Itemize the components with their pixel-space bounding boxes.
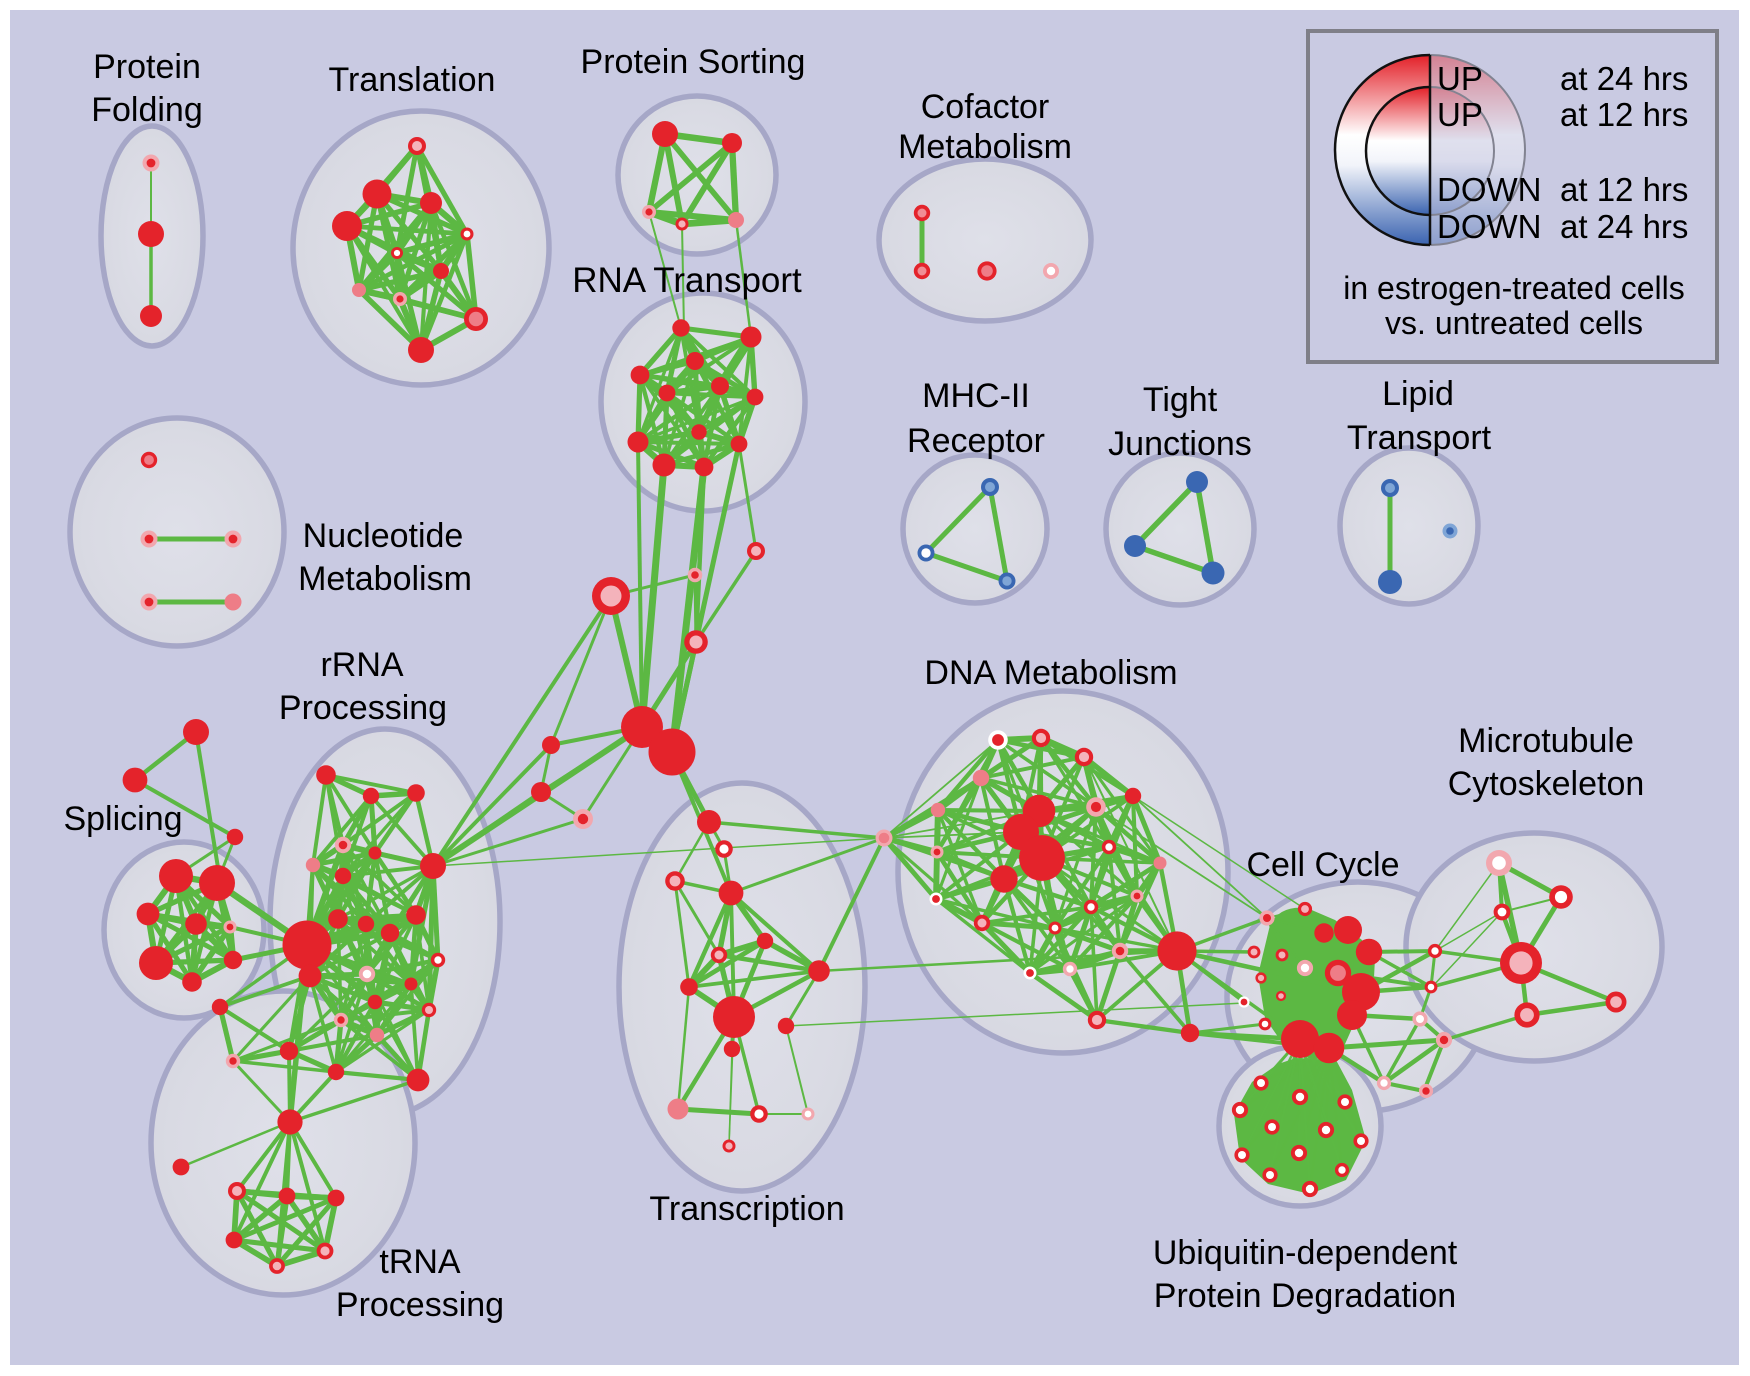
svg-text:Junctions: Junctions — [1108, 425, 1252, 463]
svg-text:at 24 hrs: at 24 hrs — [1560, 208, 1688, 245]
svg-text:DNA Metabolism: DNA Metabolism — [924, 654, 1177, 692]
svg-text:DOWN: DOWN — [1437, 208, 1541, 245]
svg-text:Ubiquitin-dependent: Ubiquitin-dependent — [1153, 1234, 1458, 1272]
svg-text:Cytoskeleton: Cytoskeleton — [1448, 765, 1645, 803]
svg-text:Metabolism: Metabolism — [298, 560, 472, 598]
svg-text:Processing: Processing — [279, 689, 447, 727]
svg-text:vs. untreated cells: vs. untreated cells — [1385, 305, 1643, 341]
svg-text:Protein Degradation: Protein Degradation — [1154, 1277, 1456, 1315]
svg-text:in estrogen-treated cells: in estrogen-treated cells — [1343, 270, 1685, 306]
svg-text:DOWN: DOWN — [1437, 171, 1541, 208]
svg-text:RNA Transport: RNA Transport — [572, 261, 802, 300]
svg-text:Folding: Folding — [91, 91, 203, 129]
svg-text:at 24 hrs: at 24 hrs — [1560, 60, 1688, 97]
svg-text:Protein: Protein — [93, 48, 201, 86]
svg-text:at 12 hrs: at 12 hrs — [1560, 171, 1688, 208]
svg-text:Lipid: Lipid — [1382, 375, 1454, 413]
svg-text:rRNA: rRNA — [320, 646, 403, 684]
svg-text:Receptor: Receptor — [907, 422, 1045, 460]
svg-text:Cofactor: Cofactor — [921, 88, 1050, 126]
svg-text:at 12 hrs: at 12 hrs — [1560, 96, 1688, 133]
svg-text:UP: UP — [1437, 96, 1483, 133]
svg-text:Cell Cycle: Cell Cycle — [1246, 846, 1399, 884]
svg-text:Splicing: Splicing — [63, 800, 182, 838]
svg-text:Microtubule: Microtubule — [1458, 722, 1634, 760]
svg-text:tRNA: tRNA — [379, 1243, 461, 1281]
svg-text:MHC-II: MHC-II — [922, 377, 1030, 415]
svg-text:Transcription: Transcription — [649, 1190, 844, 1228]
svg-text:Nucleotide: Nucleotide — [303, 517, 464, 555]
svg-text:Protein Sorting: Protein Sorting — [581, 43, 806, 81]
svg-text:Translation: Translation — [329, 61, 496, 99]
svg-text:UP: UP — [1437, 60, 1483, 97]
svg-text:Tight: Tight — [1143, 381, 1218, 419]
svg-text:Processing: Processing — [336, 1286, 504, 1324]
svg-text:Metabolism: Metabolism — [898, 128, 1072, 166]
svg-text:Transport: Transport — [1347, 419, 1492, 457]
